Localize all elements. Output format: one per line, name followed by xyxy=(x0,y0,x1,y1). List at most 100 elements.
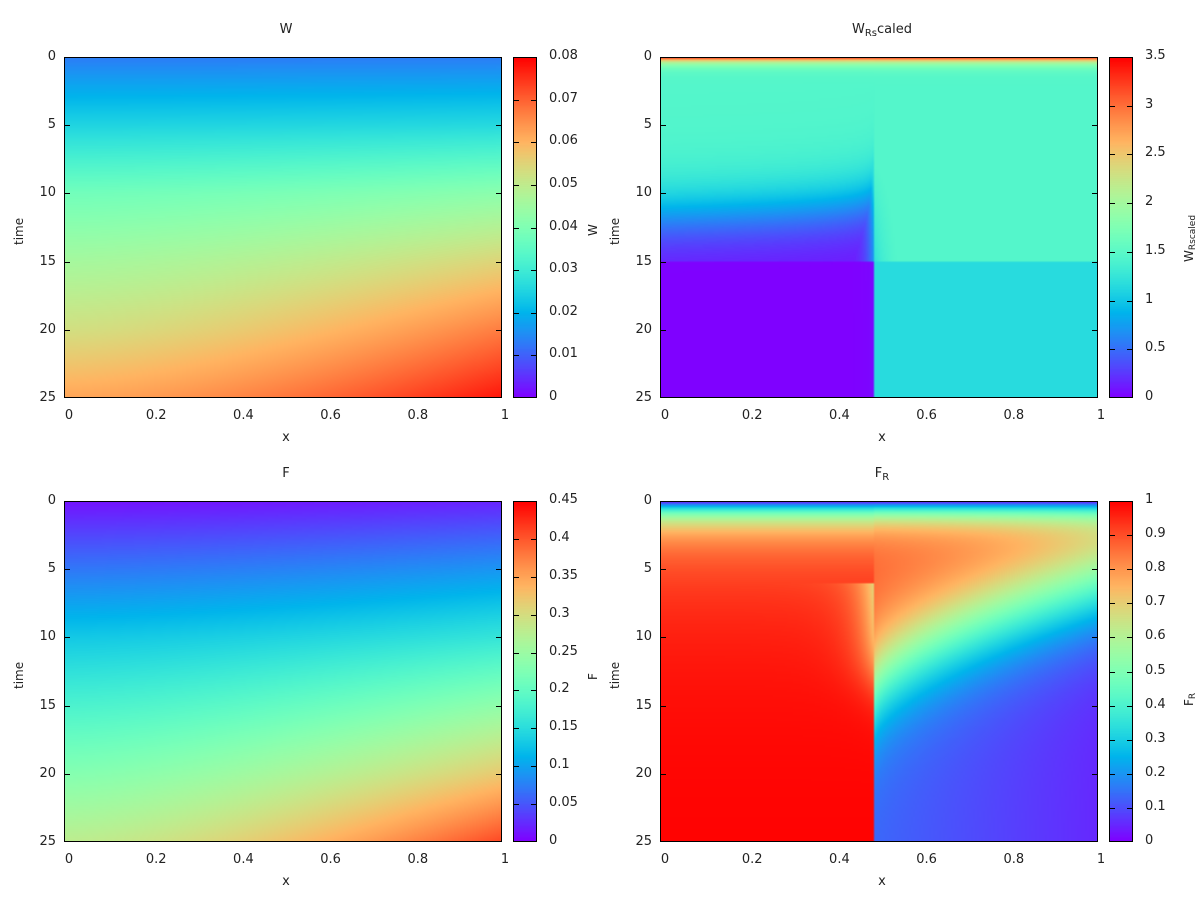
y-tick-mark xyxy=(496,125,501,127)
x-tick-label: 0 xyxy=(660,852,670,867)
colorbar-tick-mark xyxy=(1110,705,1115,707)
x-tick-label: 0.6 xyxy=(916,852,937,867)
colorbar-tick-mark xyxy=(1127,105,1132,107)
colorbar-tick-mark xyxy=(514,690,519,692)
x-tick-label: 0.4 xyxy=(233,408,254,423)
y-tick-label: 20 xyxy=(635,765,652,781)
y-tick-mark xyxy=(496,637,501,639)
colorbar xyxy=(1109,57,1133,398)
y-tick-mark xyxy=(661,193,666,195)
y-tick-mark xyxy=(661,705,666,707)
colorbar-tick-label: 0.3 xyxy=(1145,730,1166,746)
x-tick-label: 0 xyxy=(64,852,74,867)
colorbar-tick-mark xyxy=(531,99,536,101)
colorbar-tick-mark xyxy=(531,312,536,314)
colorbar-tick-label: 3 xyxy=(1145,96,1154,112)
y-tick-mark xyxy=(661,261,666,263)
chart-title-text: W xyxy=(851,22,865,37)
colorbar-tick-label: 0 xyxy=(1145,389,1154,404)
y-tick-label: 10 xyxy=(635,185,652,201)
colorbar-tick-mark xyxy=(514,270,519,272)
x-axis-label: x xyxy=(282,874,290,889)
colorbar-tick-label: 1 xyxy=(1145,291,1154,307)
chart-title-text: W xyxy=(279,22,293,37)
x-tick-label: 0.2 xyxy=(145,408,167,423)
colorbar-tick-mark xyxy=(1110,349,1115,351)
colorbar-tick-mark xyxy=(531,142,536,144)
colorbar-tick-mark xyxy=(531,576,536,578)
y-tick-label: 5 xyxy=(643,117,652,133)
y-tick-mark xyxy=(1092,569,1097,571)
colorbar-tick-label: 0.45 xyxy=(549,492,578,507)
heatmap-canvas xyxy=(64,501,502,842)
colorbar-tick-mark xyxy=(514,652,519,654)
colorbar-tick-label: 1 xyxy=(1145,492,1154,507)
y-tick-mark xyxy=(661,773,666,775)
colorbar-tick-label: 0.9 xyxy=(1145,526,1166,542)
colorbar-tick-mark xyxy=(1110,251,1115,253)
colorbar-tick-mark xyxy=(514,766,519,768)
x-axis-label: x xyxy=(878,874,886,889)
colorbar-tick-mark xyxy=(531,538,536,540)
heatmap-plot-area xyxy=(660,501,1098,842)
colorbar-tick-label: 0.06 xyxy=(549,133,578,149)
heatmap-canvas xyxy=(660,57,1098,398)
colorbar-tick-mark xyxy=(531,614,536,616)
colorbar-tick-mark xyxy=(514,728,519,730)
y-tick-mark xyxy=(496,705,501,707)
x-tick-label: 0.4 xyxy=(233,852,254,867)
y-tick-label: 0 xyxy=(47,49,56,64)
colorbar-gradient xyxy=(513,501,537,842)
y-tick-mark xyxy=(65,705,70,707)
colorbar-tick-mark xyxy=(1127,569,1132,571)
colorbar-tick-mark xyxy=(514,538,519,540)
colorbar-tick-label: 0.01 xyxy=(549,346,578,362)
colorbar-tick-mark xyxy=(514,227,519,229)
y-tick-label: 10 xyxy=(39,629,56,645)
y-tick-mark xyxy=(1092,193,1097,195)
chart-title-text: F xyxy=(874,466,883,481)
chart-title-suffix: caled xyxy=(877,22,912,37)
y-tick-label: 5 xyxy=(47,117,56,133)
y-axis-label: time xyxy=(608,661,622,689)
chart-title: W xyxy=(0,22,572,37)
colorbar-tick-label: 0.5 xyxy=(1145,662,1166,678)
y-tick-label: 25 xyxy=(635,834,652,849)
colorbar-tick-mark xyxy=(1110,569,1115,571)
y-tick-mark xyxy=(65,193,70,195)
colorbar-tick-mark xyxy=(1110,603,1115,605)
y-tick-mark xyxy=(1092,705,1097,707)
panel-f-r: FR 0 5 10 15 20 25 0 0.2 0.4 0.6 0.8 1 time x 0 0.1 0.2 0.… xyxy=(596,444,1198,893)
y-tick-label: 15 xyxy=(635,697,652,713)
colorbar-tick-mark xyxy=(1110,535,1115,537)
colorbar-tick-mark xyxy=(1127,154,1132,156)
colorbar-tick-mark xyxy=(1110,807,1115,809)
x-tick-label: 0.8 xyxy=(407,408,429,423)
y-tick-mark xyxy=(661,637,666,639)
colorbar-tick-mark xyxy=(1127,739,1132,741)
colorbar-tick-label: 0.1 xyxy=(1145,798,1166,814)
y-tick-label: 25 xyxy=(635,390,652,405)
y-tick-label: 20 xyxy=(39,321,56,337)
colorbar-tick-mark xyxy=(531,690,536,692)
y-tick-mark xyxy=(65,637,70,639)
y-tick-mark xyxy=(65,569,70,571)
colorbar-label-text: W xyxy=(1182,250,1196,262)
colorbar-tick-mark xyxy=(514,142,519,144)
colorbar-tick-label: 0.6 xyxy=(1145,628,1166,644)
x-tick-label: 0.4 xyxy=(829,852,850,867)
y-axis-label: time xyxy=(12,661,26,689)
colorbar-tick-label: 0.2 xyxy=(1145,764,1166,780)
colorbar-tick-mark xyxy=(531,766,536,768)
colorbar-tick-mark xyxy=(1110,154,1115,156)
colorbar-tick-label: 0.07 xyxy=(549,90,578,106)
colorbar-tick-mark xyxy=(514,99,519,101)
heatmap-plot-area xyxy=(660,57,1098,398)
colorbar-tick-label: 0.4 xyxy=(549,529,570,545)
colorbar-tick-mark xyxy=(531,728,536,730)
y-tick-mark xyxy=(65,125,70,127)
x-tick-label: 1 xyxy=(1096,408,1106,423)
x-tick-label: 0.8 xyxy=(1003,408,1025,423)
y-tick-mark xyxy=(496,193,501,195)
x-tick-label: 0.6 xyxy=(320,408,341,423)
